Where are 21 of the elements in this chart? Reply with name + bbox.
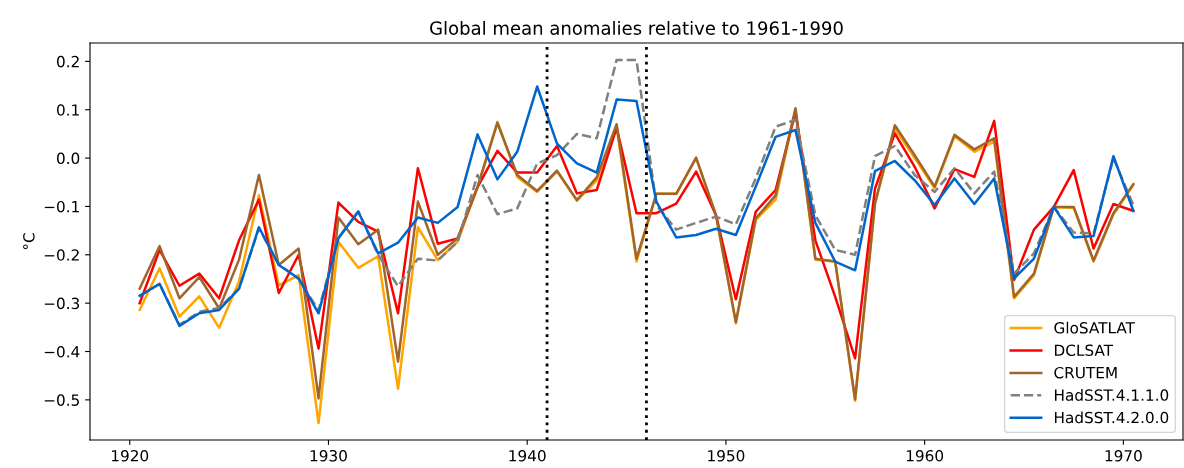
- y-tick-label: −0.5: [44, 394, 79, 406]
- legend-label: HadSST.4.2.0.0: [1054, 411, 1169, 424]
- y-tick-label: 0.2: [56, 55, 79, 68]
- y-tick-label: −0.4: [44, 345, 80, 358]
- legend-label: CRUTEM: [1054, 366, 1117, 379]
- x-tick-label: 1940: [509, 449, 546, 462]
- y-tick-label: −0.2: [44, 249, 79, 261]
- y-axis-title: °C: [23, 233, 35, 250]
- y-tick-label: 0.1: [56, 104, 79, 116]
- legend-label: HadSST.4.1.1.0: [1054, 389, 1169, 401]
- y-tick-label: 0.0: [56, 152, 80, 165]
- x-tick-label: 1930: [310, 449, 347, 462]
- x-tick-label: 1960: [906, 449, 944, 462]
- legend-label: DCLSAT: [1054, 344, 1114, 357]
- x-tick-label: 1970: [1105, 449, 1142, 462]
- x-tick-label: 1950: [708, 449, 745, 462]
- y-tick-label: −0.1: [44, 200, 79, 213]
- y-tick-label: −0.3: [44, 297, 80, 310]
- chart-title: Global mean anomalies relative to 1961-1990: [430, 20, 843, 35]
- x-tick-label: 1920: [111, 449, 149, 462]
- legend-label: GloSATLAT: [1054, 321, 1135, 334]
